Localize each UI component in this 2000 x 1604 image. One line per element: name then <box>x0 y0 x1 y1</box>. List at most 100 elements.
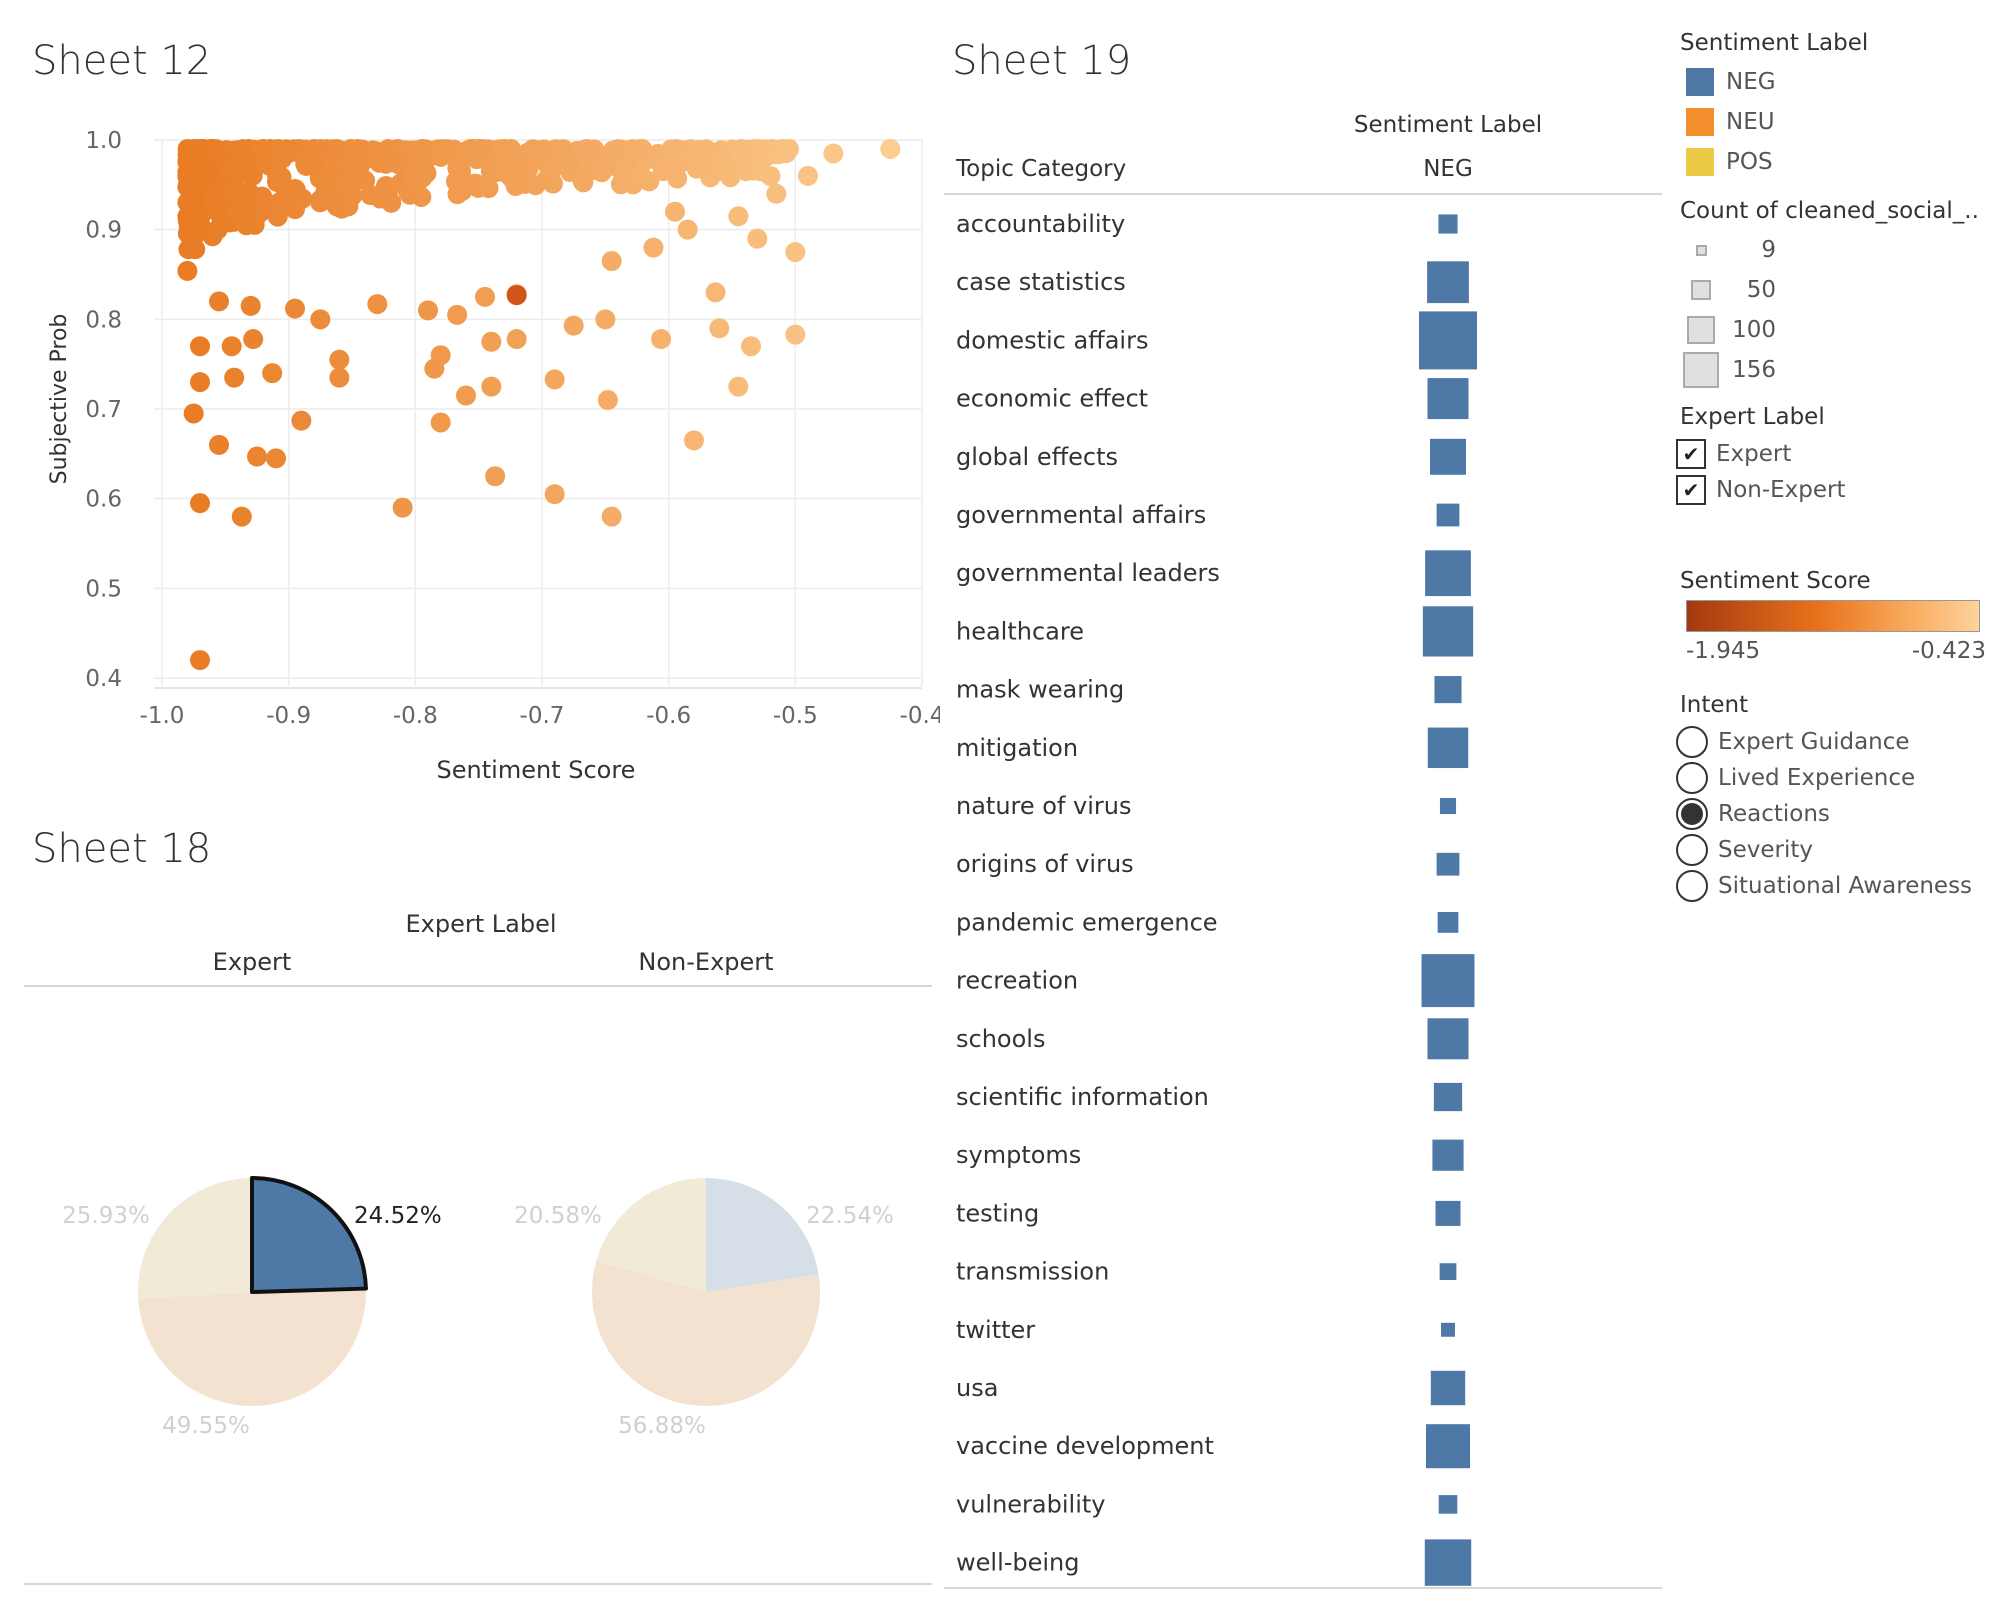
scatter-point <box>798 165 818 186</box>
topic-square-mark[interactable] <box>1433 1082 1463 1112</box>
x-axis-title: Sentiment Score <box>437 756 636 784</box>
topic-label: testing <box>956 1199 1039 1227</box>
size-legend-label: 50 <box>1746 277 1776 303</box>
topic-square-mark[interactable] <box>1427 727 1469 769</box>
topic-square-mark[interactable] <box>1439 797 1457 815</box>
radio-label: Severity <box>1718 837 1813 863</box>
topic-square-mark[interactable] <box>1421 954 1475 1008</box>
legend-sidebar: Sentiment Label NEG NEU POS Count of clean… <box>1676 30 1996 904</box>
intent-filter-option[interactable]: Reactions <box>1676 796 1996 832</box>
topic-square-mark[interactable] <box>1441 1322 1455 1337</box>
expert-filter-option[interactable]: ✔ Expert <box>1676 436 1996 472</box>
radio-button[interactable] <box>1676 834 1708 866</box>
scatter-point <box>177 260 198 281</box>
sentiment-legend-item[interactable]: NEU <box>1676 102 1996 142</box>
scatter-point <box>475 286 495 307</box>
topic-label: well-being <box>956 1549 1080 1577</box>
sentiment-legend-item[interactable]: NEG <box>1676 62 1996 102</box>
scatter-point <box>522 139 543 160</box>
topic-square-mark[interactable] <box>1427 1018 1469 1060</box>
topic-square-mark[interactable] <box>1436 852 1460 876</box>
size-legend-box <box>1683 352 1719 388</box>
scatter-point <box>367 294 388 315</box>
topic-square-mark[interactable] <box>1427 261 1469 304</box>
topic-square-mark[interactable] <box>1430 1370 1466 1406</box>
topic-label: twitter <box>956 1316 1035 1344</box>
scatter-point <box>625 141 646 162</box>
size-legend-box <box>1686 315 1716 345</box>
scatter-point <box>277 185 298 206</box>
pie-slice-label: 24.52% <box>354 1203 442 1229</box>
scatter-point <box>631 166 652 187</box>
intent-filter-option[interactable]: Situational Awareness <box>1676 868 1996 904</box>
y-tick-label: 0.4 <box>85 666 122 692</box>
scatter-point <box>418 300 438 321</box>
scatter-point <box>506 329 527 350</box>
topic-label: symptoms <box>956 1141 1081 1169</box>
legend-swatch <box>1686 68 1714 96</box>
checkbox[interactable]: ✔ <box>1676 475 1706 505</box>
radio-button[interactable] <box>1676 762 1708 794</box>
scatter-point <box>221 336 242 357</box>
scatter-point <box>243 329 264 350</box>
topic-square-mark[interactable] <box>1439 1263 1457 1280</box>
count-legend-item: 9 <box>1676 230 1996 270</box>
scatter-point <box>369 152 390 173</box>
checkbox[interactable]: ✔ <box>1676 439 1706 469</box>
topic-square-mark[interactable] <box>1438 1495 1458 1514</box>
scatter-point <box>481 331 502 352</box>
scatter-point <box>190 372 210 393</box>
x-tick-label: -0.7 <box>520 703 565 729</box>
scatter-points[interactable] <box>177 138 901 671</box>
scatter-point <box>224 367 245 388</box>
scatter-point <box>661 139 682 160</box>
topic-square-mark[interactable] <box>1438 214 1458 234</box>
bar-chart[interactable]: Sentiment Label NEG Topic Category accounta… <box>940 100 1670 1600</box>
score-min-label: -1.945 <box>1686 638 1761 664</box>
topic-label: governmental leaders <box>956 559 1220 587</box>
topic-label: transmission <box>956 1258 1109 1286</box>
topic-square-mark[interactable] <box>1425 550 1471 597</box>
topic-square-mark[interactable] <box>1430 438 1466 475</box>
y-axis-title: Subjective Prob <box>47 314 72 485</box>
pie-slice[interactable] <box>592 1260 820 1406</box>
radio-button[interactable] <box>1676 798 1708 830</box>
pie-slice[interactable] <box>137 1178 252 1299</box>
scatter-point <box>709 318 730 339</box>
topic-square-mark[interactable] <box>1434 676 1462 704</box>
scatter-point <box>601 506 622 527</box>
scatter-point <box>447 304 468 325</box>
scatter-point <box>177 192 198 213</box>
topic-square-mark[interactable] <box>1424 1539 1472 1586</box>
pie-slice[interactable] <box>250 1176 368 1294</box>
pie-slice[interactable] <box>138 1288 367 1407</box>
topic-square-mark[interactable] <box>1437 912 1459 933</box>
topic-square-mark[interactable] <box>1427 378 1469 420</box>
intent-filter-option[interactable]: Expert Guidance <box>1676 724 1996 760</box>
topic-square-mark[interactable] <box>1432 1139 1464 1171</box>
intent-filter-title: Intent <box>1680 692 1749 718</box>
topic-square-mark[interactable] <box>1435 1200 1461 1226</box>
scatter-chart[interactable]: 0.4 0.5 0.6 0.7 0.8 0.9 1.0 -1.0 -0.9 -0.8 -0.7 -0.… <box>0 100 944 800</box>
topic-square-mark[interactable] <box>1422 606 1474 657</box>
expert-filter-option[interactable]: ✔ Non-Expert <box>1676 472 1996 508</box>
intent-filter-option[interactable]: Severity <box>1676 832 1996 868</box>
scatter-point <box>665 201 685 222</box>
scatter-point <box>310 192 331 213</box>
scatter-point <box>329 349 350 370</box>
intent-filter-option[interactable]: Lived Experience <box>1676 760 1996 796</box>
scatter-point <box>505 175 526 196</box>
sentiment-legend-item[interactable]: POS <box>1676 142 1996 182</box>
topic-square-mark[interactable] <box>1419 311 1477 370</box>
radio-button[interactable] <box>1676 870 1708 902</box>
topic-square-mark[interactable] <box>1425 1424 1471 1469</box>
topic-square-mark[interactable] <box>1436 503 1460 527</box>
pie-slice[interactable] <box>596 1178 706 1292</box>
pie-chart[interactable]: Expert Label Expert 24.52% 49.55% 25.93% Non-… <box>0 890 940 1590</box>
pie-slice-label: 20.58% <box>514 1203 602 1229</box>
x-tick-label: -1.0 <box>140 703 185 729</box>
scatter-point <box>728 206 749 227</box>
pie-slice[interactable] <box>706 1178 819 1292</box>
scatter-point <box>190 336 210 357</box>
radio-button[interactable] <box>1676 726 1708 758</box>
